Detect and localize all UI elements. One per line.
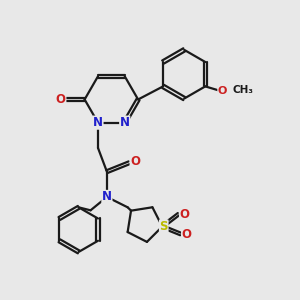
Text: O: O <box>182 227 192 241</box>
Text: N: N <box>102 190 112 203</box>
Text: N: N <box>120 116 130 129</box>
Text: O: O <box>56 93 66 106</box>
Text: O: O <box>179 208 190 220</box>
Text: O: O <box>130 155 140 168</box>
Text: N: N <box>93 116 103 129</box>
Text: S: S <box>160 220 168 233</box>
Text: O: O <box>218 86 227 96</box>
Text: CH₃: CH₃ <box>232 85 254 95</box>
